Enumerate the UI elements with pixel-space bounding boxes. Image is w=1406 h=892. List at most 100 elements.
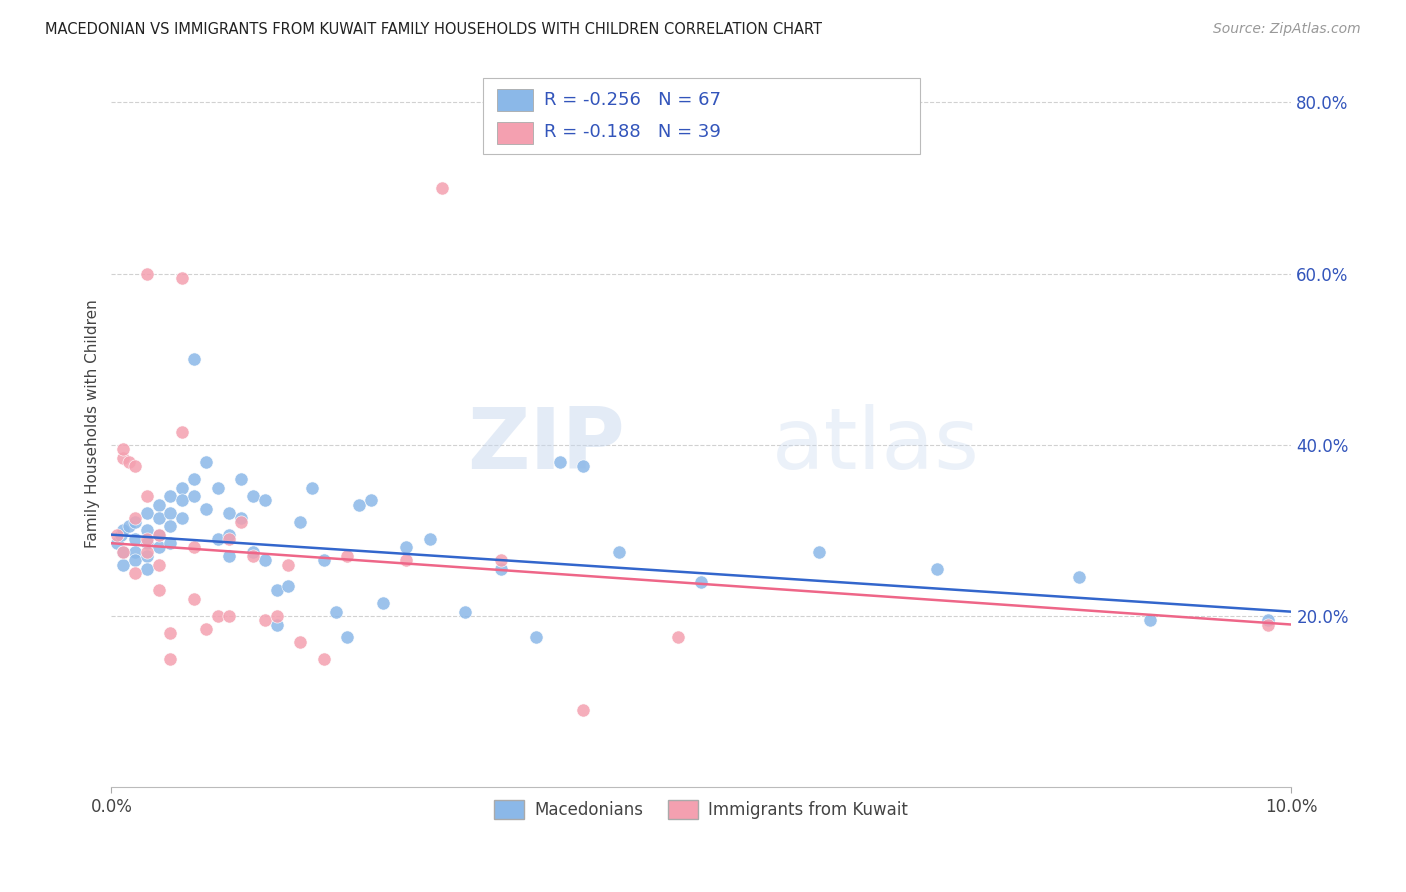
Point <box>253 493 276 508</box>
Point <box>124 553 146 567</box>
Point <box>277 558 299 572</box>
Point <box>277 579 299 593</box>
Point <box>172 510 194 524</box>
Legend: Macedonians, Immigrants from Kuwait: Macedonians, Immigrants from Kuwait <box>488 794 915 826</box>
Point <box>1067 570 1090 584</box>
Point <box>105 536 128 550</box>
Point <box>159 626 181 640</box>
Point <box>312 652 335 666</box>
Text: R = -0.188   N = 39: R = -0.188 N = 39 <box>544 123 721 141</box>
Point <box>159 519 181 533</box>
Point <box>112 545 135 559</box>
Text: Source: ZipAtlas.com: Source: ZipAtlas.com <box>1213 22 1361 37</box>
Point <box>360 493 382 508</box>
Point <box>253 613 276 627</box>
Point <box>135 549 157 563</box>
Point <box>336 631 359 645</box>
Point <box>148 583 170 598</box>
Point <box>242 549 264 563</box>
Point <box>124 459 146 474</box>
Point <box>118 519 141 533</box>
Point <box>607 545 630 559</box>
Point <box>1257 613 1279 627</box>
Point <box>135 506 157 520</box>
Point <box>207 481 229 495</box>
Point <box>183 472 205 486</box>
Point <box>242 545 264 559</box>
Point <box>207 532 229 546</box>
Point <box>218 532 240 546</box>
Point <box>148 541 170 555</box>
Point <box>124 566 146 581</box>
Point <box>1139 613 1161 627</box>
Point <box>135 267 157 281</box>
Point <box>218 527 240 541</box>
Point <box>231 472 253 486</box>
Point <box>183 591 205 606</box>
FancyBboxPatch shape <box>484 78 920 154</box>
Point <box>112 442 135 456</box>
Point <box>135 532 157 546</box>
Text: R = -0.256   N = 67: R = -0.256 N = 67 <box>544 91 721 109</box>
Point <box>148 527 170 541</box>
Point <box>325 605 347 619</box>
Point <box>159 652 181 666</box>
Point <box>266 583 288 598</box>
Point <box>159 506 181 520</box>
Point <box>207 609 229 624</box>
Point <box>430 181 453 195</box>
Point <box>336 549 359 563</box>
Point <box>231 510 253 524</box>
Point <box>148 527 170 541</box>
Point <box>312 553 335 567</box>
Point <box>148 510 170 524</box>
Point <box>194 455 217 469</box>
Point <box>927 562 949 576</box>
Point <box>124 532 146 546</box>
Point <box>231 515 253 529</box>
Point <box>489 562 512 576</box>
Point <box>454 605 477 619</box>
Point <box>194 622 217 636</box>
Point <box>347 498 370 512</box>
Point <box>110 527 132 541</box>
Point <box>159 489 181 503</box>
Point <box>301 481 323 495</box>
Point <box>194 502 217 516</box>
Point <box>172 271 194 285</box>
Point <box>112 558 135 572</box>
Point <box>183 489 205 503</box>
Point <box>183 541 205 555</box>
Point <box>112 545 135 559</box>
Point <box>172 493 194 508</box>
Point <box>419 532 441 546</box>
Point <box>266 609 288 624</box>
Point <box>572 703 595 717</box>
Point <box>112 450 135 465</box>
Bar <box>498 122 533 144</box>
Point <box>266 617 288 632</box>
Point <box>253 553 276 567</box>
Point <box>172 481 194 495</box>
Point <box>135 545 157 559</box>
Point <box>124 510 146 524</box>
Point <box>666 631 689 645</box>
Point <box>124 515 146 529</box>
Point <box>218 549 240 563</box>
Point <box>395 553 418 567</box>
Point <box>808 545 831 559</box>
Y-axis label: Family Households with Children: Family Households with Children <box>86 299 100 548</box>
Point <box>290 515 312 529</box>
Point <box>135 562 157 576</box>
Point <box>118 455 141 469</box>
Point <box>371 596 394 610</box>
Point <box>690 574 713 589</box>
Point <box>1257 617 1279 632</box>
Point <box>135 536 157 550</box>
Point <box>218 609 240 624</box>
Point <box>395 541 418 555</box>
Point <box>572 459 595 474</box>
Point <box>242 489 264 503</box>
Point <box>548 455 571 469</box>
Point <box>148 558 170 572</box>
